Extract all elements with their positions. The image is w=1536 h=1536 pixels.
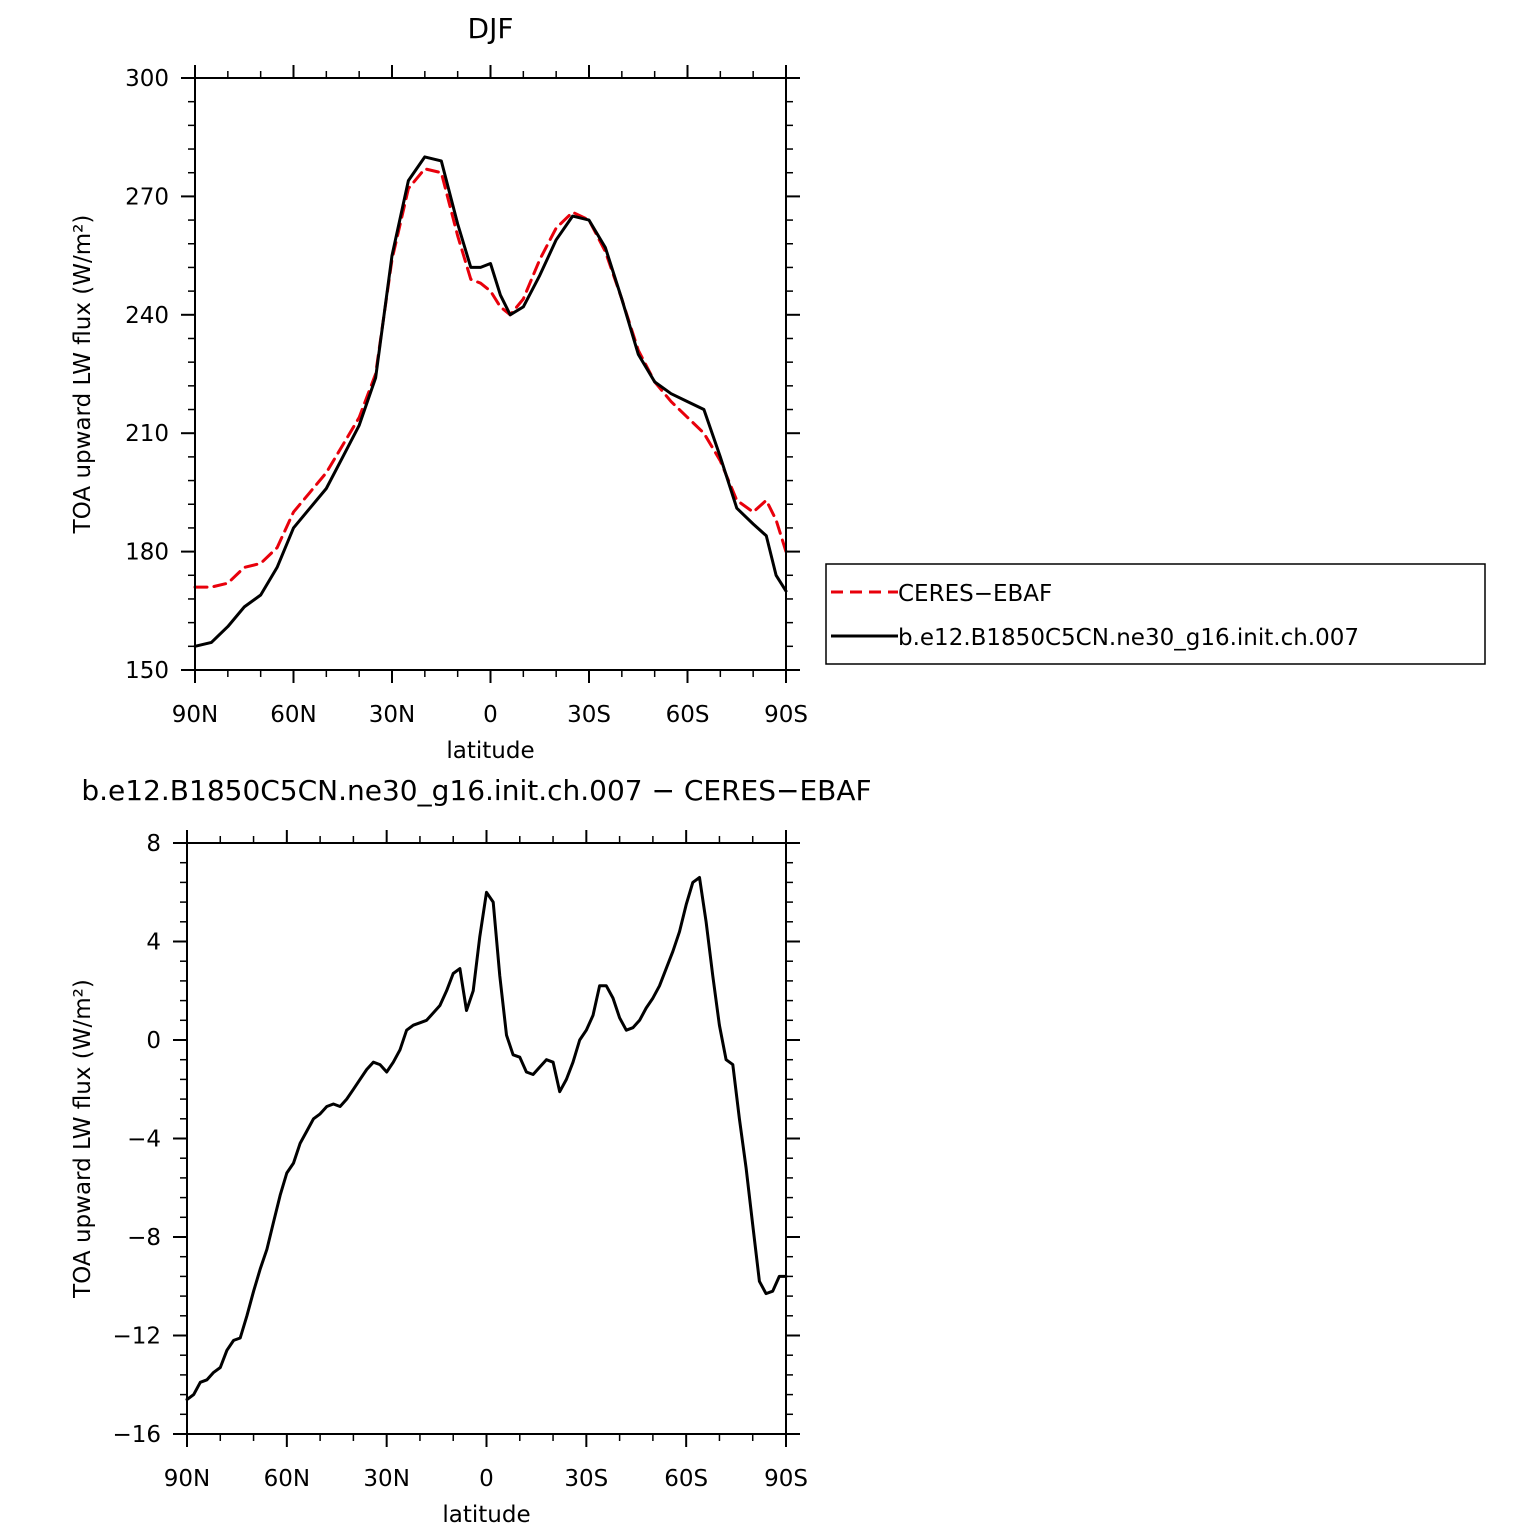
y-tick-label: −4 [127, 1127, 161, 1153]
x-tick-label: 60N [270, 702, 316, 728]
y-tick-label: 270 [125, 184, 169, 210]
x-tick-label: 60S [664, 1466, 708, 1492]
y-tick-label: 4 [146, 930, 161, 956]
plot-frame [194, 77, 787, 671]
x-tick-label: 60N [264, 1466, 310, 1492]
series-line-1 [185, 876, 788, 1401]
y-tick-label: 8 [146, 831, 161, 857]
x-axis-label: latitude [442, 1502, 530, 1528]
x-tick-label: 90S [764, 1466, 808, 1492]
y-tick-label: 0 [146, 1028, 161, 1054]
y-tick-label: 150 [125, 658, 169, 684]
legend-box [825, 563, 1486, 665]
x-tick-label: 60S [666, 702, 710, 728]
y-tick-label: −12 [112, 1324, 161, 1350]
x-tick-label: 30N [369, 702, 415, 728]
x-tick-label: 0 [483, 702, 498, 728]
series-line-1 [193, 167, 788, 589]
chart-title: b.e12.B1850C5CN.ne30_g16.init.ch.007 − C… [81, 774, 871, 807]
x-tick-label: 0 [479, 1466, 494, 1492]
x-tick-label: 30S [567, 702, 611, 728]
bottom-plot: b.e12.B1850C5CN.ne30_g16.init.ch.007 − C… [70, 774, 872, 1528]
x-tick-label: 90N [164, 1466, 210, 1492]
y-tick-label: 210 [125, 421, 169, 447]
x-tick-label: 90N [172, 702, 218, 728]
legend-entry: b.e12.B1850C5CN.ne30_g16.init.ch.007 [898, 625, 1359, 651]
y-tick-label: −16 [112, 1422, 161, 1448]
plot-frame [186, 842, 787, 1435]
x-tick-label: 90S [764, 702, 808, 728]
top-plot: DJF 90N 60N 30N 0 30S 60S 90S 150 180 210 240 270 300… [70, 12, 808, 764]
y-axis-label: TOA upward LW flux (W/m²) [70, 215, 96, 535]
legend: CERES−EBAF b.e12.B1850C5CN.ne30_g16.init.… [825, 563, 1486, 665]
y-axis-label: TOA upward LW flux (W/m²) [70, 979, 96, 1299]
y-tick-label: 180 [125, 540, 169, 566]
y-tick-label: 240 [125, 303, 169, 329]
y-tick-label: −8 [127, 1225, 161, 1251]
legend-entry: CERES−EBAF [898, 581, 1052, 607]
x-axis-label: latitude [446, 738, 534, 764]
x-tick-label: 30N [363, 1466, 409, 1492]
x-tick-label: 30S [564, 1466, 608, 1492]
series-line-2 [193, 155, 788, 648]
chart-title: DJF [468, 12, 514, 45]
y-tick-label: 300 [125, 66, 169, 92]
